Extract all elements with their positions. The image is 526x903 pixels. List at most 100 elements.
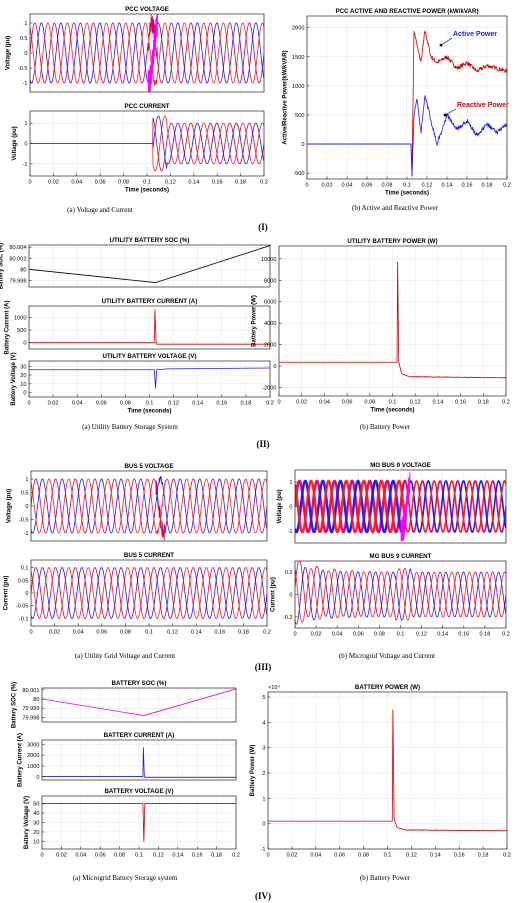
- series-group: [42, 688, 236, 716]
- ytick-label: 80.001: [22, 688, 39, 694]
- series-group: [29, 367, 270, 389]
- chart-pcc-voltage: -1 -0.5 0 0.5 1 PCC VOLTAGE Voltage (pu): [6, 6, 265, 93]
- series-line-1: [31, 478, 267, 541]
- chart-title: PCC CURRENT: [124, 103, 169, 110]
- series-line-4: [147, 14, 158, 92]
- ytick-label: 1: [262, 796, 265, 802]
- y-axis-label: Battery Voltage (V): [24, 796, 30, 849]
- chart-ub-current: 0 500 1000 UTILITY BATTERY CURRENT (A) Batte…: [5, 298, 271, 355]
- series-thick-3: [295, 479, 407, 534]
- xtick-label: 0.04: [332, 632, 343, 638]
- chart-mg-bus9-voltage: -1 0 1 MG BUS 9 VOLTAGE Voltage (pu): [277, 462, 507, 544]
- chart-ub-soc: 79.998 80 80.002 80.004 UTILITY BATTERY SOC …: [0, 237, 271, 289]
- xtick-label: 0.08: [374, 632, 385, 638]
- xtick-label: 0.06: [362, 183, 373, 189]
- series-group: [29, 245, 270, 283]
- xtick-label: 0.18: [482, 183, 493, 189]
- ytick-label: -0.2: [283, 615, 293, 621]
- xtick-label: 0.08: [120, 630, 131, 636]
- ytick-label: 0.5: [20, 36, 28, 42]
- chart-ub-power: -2000 0 2000 4000 6000 8000 10000 0 0.02 0.04 0.06…: [252, 238, 510, 414]
- series-group: [31, 476, 267, 541]
- chart-title: MG BUS 9 VOLTAGE: [370, 462, 431, 469]
- y-axis-label: Battery Power (W): [252, 295, 258, 347]
- series-line-3: [30, 22, 264, 87]
- xtick-label: 0.02: [296, 400, 307, 406]
- xtick-label: 0.12: [416, 632, 427, 638]
- chart-title: BATTERY VOLTAGE (V): [104, 788, 173, 795]
- ytick-label: 2000: [292, 26, 304, 32]
- xtick-label: 0.2: [232, 853, 240, 859]
- axes-frame: [28, 305, 271, 350]
- xtick-label: 0.12: [153, 853, 164, 859]
- xtick-label: 0.12: [410, 400, 421, 406]
- xtick-label: 0.2: [503, 183, 511, 189]
- y-axis-label: Voltage (pu): [7, 489, 13, 523]
- ytick-label: -0.5: [18, 66, 28, 72]
- ytick-label: 50: [33, 802, 39, 808]
- series-line-1: [29, 367, 270, 389]
- x-axis-label: Time (seconds): [128, 409, 172, 415]
- xtick-label: 0: [27, 401, 30, 407]
- axes-frame: [41, 687, 237, 723]
- ytick-label: -0.5: [19, 517, 29, 523]
- x-axis-label: Time (seconds): [125, 188, 169, 194]
- xtick-label: 0.04: [71, 180, 82, 186]
- grid: [28, 361, 271, 397]
- xtick-label: 0: [293, 632, 296, 638]
- xtick-label: 0.18: [211, 853, 222, 859]
- chart-title: BATTERY CURRENT (A): [104, 732, 175, 739]
- xtick-label: 0.04: [342, 183, 353, 189]
- ytick-label: 8000: [264, 278, 276, 284]
- ytick-label: 10: [33, 839, 39, 845]
- caption-4b: (b) Battery Power: [360, 874, 411, 882]
- ytick-label: 2: [262, 771, 265, 777]
- xtick-label: 0.16: [458, 632, 469, 638]
- chart-title: UTILITY BATTERY VOLTAGE (V): [102, 353, 196, 360]
- ytick-label: -1: [288, 529, 293, 535]
- x-axis-label: Time (seconds): [385, 191, 429, 197]
- xtick-label: 0.12: [422, 183, 433, 189]
- xtick-label: 0.06: [342, 400, 353, 406]
- ytick-label: 4000: [264, 321, 276, 327]
- ytick-label: 20: [33, 830, 39, 836]
- ytick-label: 80: [33, 697, 39, 703]
- series-line-3: [30, 115, 264, 172]
- ytick-label: 0: [262, 822, 265, 828]
- series-group: [295, 561, 506, 625]
- xtick-label: 0.04: [72, 401, 83, 407]
- series-line-1: [42, 747, 236, 778]
- chart-title: UTILITY BATTERY CURRENT (A): [102, 298, 198, 305]
- y-axis-label: Battery Current (A): [5, 300, 11, 354]
- chart-pcc-current: -1 0 1 0 0.02 0.04 0.06 0.08 0.1 0.12 0.14 0.16 0.18…: [12, 103, 268, 194]
- ytick-label: 0: [289, 593, 292, 599]
- xtick-label: 0.08: [364, 400, 375, 406]
- xtick-label: 0.12: [165, 180, 176, 186]
- series-line-1: [295, 561, 506, 621]
- xtick-label: 0.04: [310, 853, 321, 859]
- series-line-1: [42, 688, 236, 716]
- xtick-label: 0.18: [478, 853, 489, 859]
- chart-title: UTILITY BATTERY SOC (%): [110, 237, 190, 244]
- xtick-label: 0.08: [358, 853, 369, 859]
- ytick-label: 10: [20, 382, 26, 388]
- ytick-label: -0.1: [19, 616, 29, 622]
- xtick-label: 0.12: [406, 853, 417, 859]
- ytick-label: -500: [293, 171, 304, 177]
- xtick-label: 0.14: [442, 183, 453, 189]
- xtick-label: 0: [277, 400, 280, 406]
- ytick-label: 1000: [14, 315, 26, 321]
- ytick-label: -2000: [262, 385, 276, 391]
- xtick-label: 0.2: [263, 630, 271, 636]
- ytick-label: -1: [23, 81, 28, 87]
- y-axis-label: Battery Current (A): [18, 733, 24, 787]
- xtick-label: 0.1: [146, 401, 154, 407]
- xtick-label: 0.2: [502, 400, 510, 406]
- xtick-label: 0.16: [455, 400, 466, 406]
- xtick-label: 0.02: [56, 853, 67, 859]
- series-group: [30, 115, 264, 172]
- series-line-3: [295, 568, 506, 623]
- series-group: [295, 472, 506, 542]
